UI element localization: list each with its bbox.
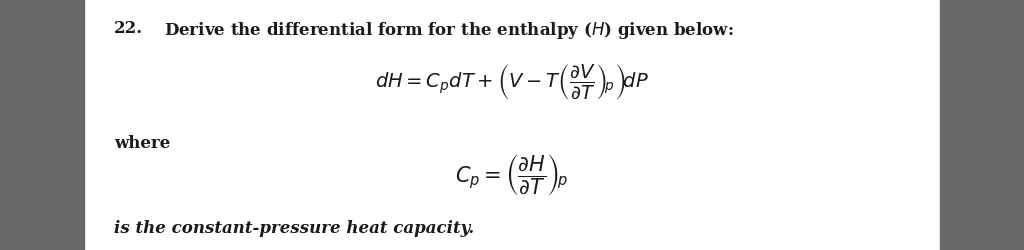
Text: $dH = C_p dT + \left(V - T\left(\dfrac{\partial V}{\partial T}\right)_{\!p}\righ: $dH = C_p dT + \left(V - T\left(\dfrac{\… [375,62,649,101]
Text: is the constant-pressure heat capacity.: is the constant-pressure heat capacity. [114,219,474,236]
Bar [940,0,1024,250]
Text: where: where [114,134,170,152]
Text: 22.: 22. [114,20,143,37]
Bar [0,0,84,250]
Text: $C_p = \left(\dfrac{\partial H}{\partial T}\right)_{\!p}$: $C_p = \left(\dfrac{\partial H}{\partial… [456,152,568,196]
Text: Derive the differential form for the enthalpy ($H$) given below:: Derive the differential form for the ent… [164,20,734,41]
